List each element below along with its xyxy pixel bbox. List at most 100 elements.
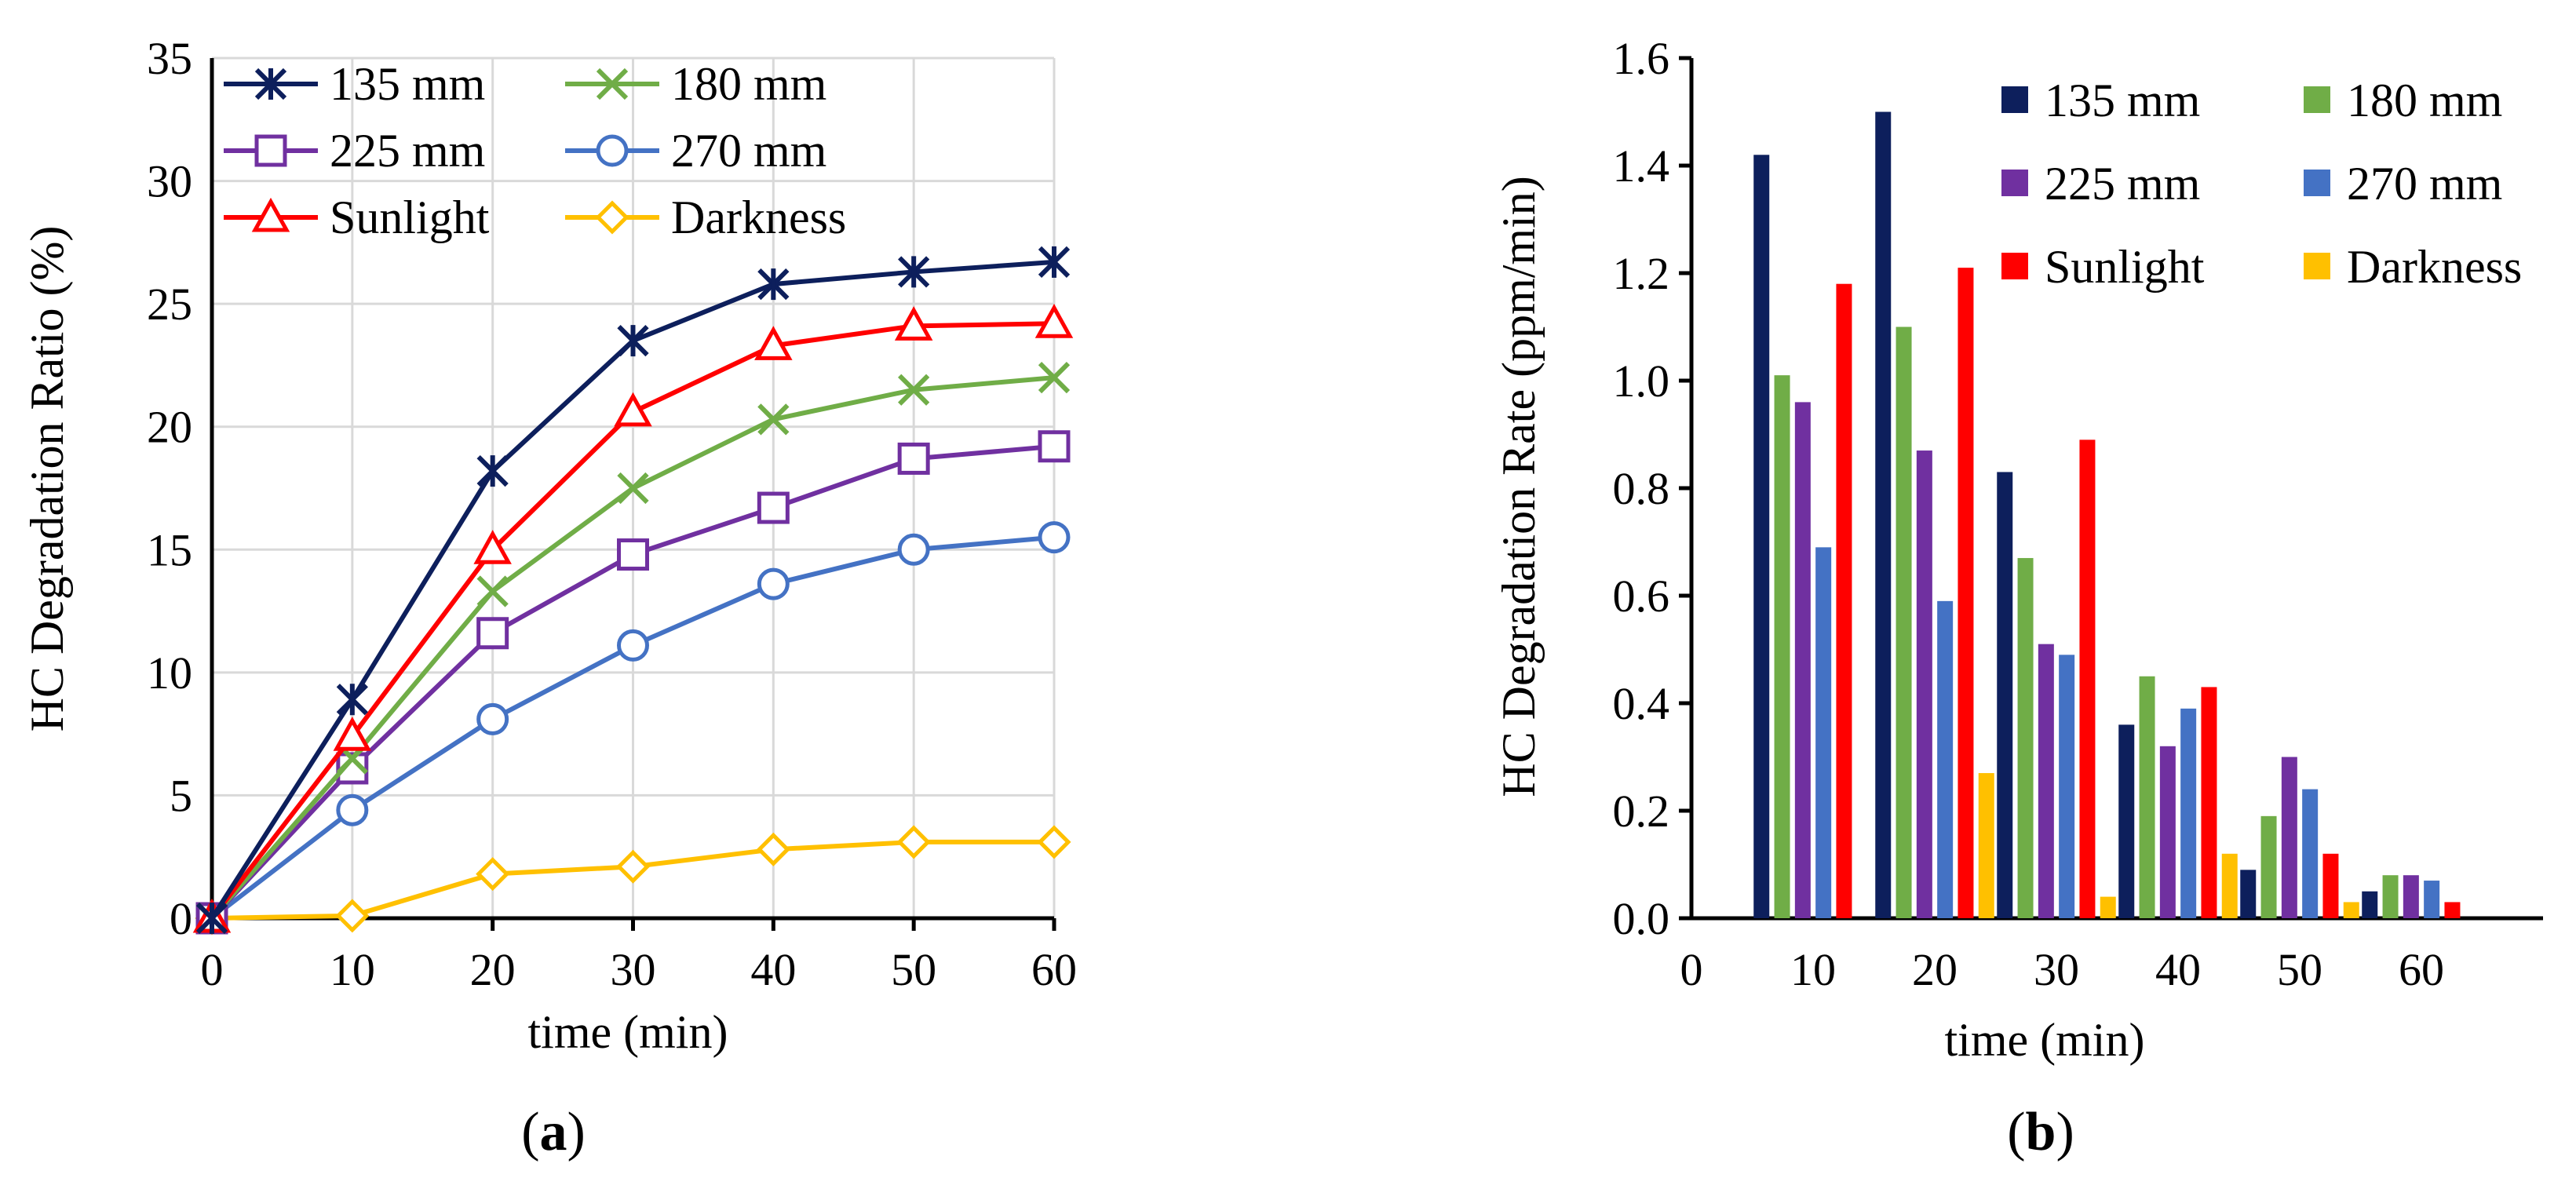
data-point-sunlight — [894, 306, 933, 341]
bar-270-mm-50-min — [2302, 789, 2319, 918]
panel-b-bar-chart: 0.0 0.2 0.4 0.6 0.8 1.0 1.2 1.4 1.6 0 10 20 30 40 50 60… — [1493, 33, 2543, 1162]
bar-180-mm-40-min — [2139, 676, 2155, 918]
panel-a-x-tick-label: 30 — [611, 944, 656, 995]
data-point-225-mm-shape — [757, 491, 790, 524]
legend-label-sunlight: Sunlight — [2045, 241, 2205, 293]
bar-180-mm-60-min — [2382, 875, 2399, 918]
panel-b-tick-labels: 0.0 0.2 0.4 0.6 0.8 1.0 1.2 1.4 1.6 0 10 20 30 40 50 60 — [1613, 33, 2445, 995]
data-point-darkness-shape — [476, 857, 510, 892]
panel-b-caption-close: ) — [2056, 1102, 2074, 1162]
data-point-135-mm — [336, 684, 368, 716]
data-point-270-mm — [757, 567, 790, 600]
legend-label-270-mm: 270 mm — [2347, 158, 2502, 210]
data-point-225-mm-shape — [897, 442, 930, 475]
bar-180-mm-10-min — [1774, 375, 1790, 918]
data-point-sunlight — [1034, 304, 1074, 338]
legend-marker-darkness-shape — [595, 200, 629, 235]
bar-135-mm-60-min — [2362, 891, 2378, 918]
bar-270-mm-10-min — [1815, 547, 1832, 918]
data-point-225-mm — [617, 538, 649, 571]
bar-180-mm-50-min — [2260, 815, 2277, 918]
legend-entry-sunlight: Sunlight — [224, 191, 490, 243]
legend-label-225-mm: 225 mm — [2045, 158, 2200, 210]
data-point-sunlight-shape — [614, 392, 652, 427]
data-point-225-mm — [1038, 430, 1071, 463]
legend-marker-270-mm-shape — [596, 134, 629, 167]
panel-a-x-tick-label: 20 — [470, 944, 516, 995]
data-point-180-mm-stroke-2 — [757, 403, 790, 436]
data-point-sunlight-shape — [333, 717, 372, 751]
panel-a-gridlines — [212, 57, 1056, 918]
panel-a-caption-letter: a — [540, 1102, 567, 1162]
data-point-180-mm — [1038, 361, 1071, 394]
data-point-darkness — [756, 832, 790, 866]
legend-marker-135-mm — [254, 67, 287, 100]
bar-270-mm-20-min — [1937, 600, 1954, 918]
legend-label-darkness: Darkness — [2347, 241, 2522, 293]
data-point-225-mm — [897, 442, 930, 475]
bar-135-mm-10-min — [1753, 155, 1770, 919]
data-point-135-mm — [195, 902, 228, 935]
data-point-sunlight — [614, 392, 652, 427]
panel-b-x-tick-label: 60 — [2399, 944, 2444, 995]
panel-b-x-tick-label: 20 — [1912, 944, 1958, 995]
bar-darkness-50-min — [2343, 902, 2359, 918]
bar-sunlight-20-min — [1958, 268, 1974, 918]
panel-a-y-tick-label: 15 — [147, 524, 192, 575]
panel-a-x-axis-label: time (min) — [528, 1006, 728, 1058]
bar-225-mm-50-min — [2281, 757, 2297, 918]
data-point-225-mm-shape — [617, 538, 649, 571]
legend-swatch-sunlight — [2001, 253, 2028, 279]
legend-label-270-mm: 270 mm — [671, 125, 826, 177]
bar-darkness-40-min — [2221, 853, 2238, 918]
data-point-darkness-shape — [615, 849, 651, 884]
panel-b-x-tick-label: 30 — [2034, 944, 2079, 995]
legend-swatch-180-mm — [2304, 86, 2330, 113]
bar-darkness-20-min — [1978, 773, 1994, 918]
panel-b-x-tick-label: 40 — [2155, 944, 2201, 995]
panel-a-x-tick-label: 60 — [1031, 944, 1077, 995]
panel-a-y-axis-label: HC Degradation Ratio (%) — [21, 226, 73, 732]
legend-label-darkness: Darkness — [671, 191, 846, 243]
legend-entry-135-mm: 135 mm — [2001, 75, 2200, 126]
data-point-darkness-shape — [335, 899, 370, 933]
panel-b-bars — [1753, 111, 2461, 919]
panel-a-y-tick-label: 25 — [147, 279, 192, 330]
data-point-270-mm — [336, 793, 369, 826]
bar-180-mm-30-min — [2017, 558, 2034, 918]
legend-marker-225-mm — [254, 134, 287, 167]
panel-a-caption: (a) — [521, 1102, 586, 1162]
data-point-180-mm-stroke-2 — [617, 472, 649, 505]
panel-b-axes — [1679, 56, 2543, 921]
data-point-sunlight-shape — [473, 530, 512, 564]
legend-entry-225-mm: 225 mm — [2001, 158, 2200, 210]
data-point-180-mm — [617, 472, 649, 505]
panel-b-y-axis-label: HC Degradation Rate (ppm/min) — [1493, 176, 1545, 797]
panel-b-y-tick-label: 1.0 — [1613, 356, 1670, 407]
data-point-180-mm-stroke-2 — [476, 575, 509, 607]
bar-180-mm-20-min — [1896, 326, 1912, 918]
legend-entry-135-mm: 135 mm — [224, 58, 485, 110]
data-point-270-mm-shape — [336, 793, 369, 826]
legend-marker-sunlight — [251, 197, 290, 232]
panel-a-caption-close: ) — [567, 1102, 586, 1162]
legend-label-135-mm: 135 mm — [330, 58, 485, 110]
legend-entry-darkness: Darkness — [565, 191, 846, 243]
data-point-225-mm-shape — [476, 617, 509, 650]
legend-entry-270-mm: 270 mm — [565, 125, 826, 177]
data-point-270-mm-shape — [757, 567, 790, 600]
panel-b-caption: (b) — [2007, 1102, 2074, 1162]
legend-label-180-mm: 180 mm — [671, 58, 826, 110]
panel-a-x-tick-label: 50 — [891, 944, 936, 995]
legend-entry-darkness: Darkness — [2304, 241, 2522, 293]
legend-marker-225-mm-shape — [254, 134, 287, 167]
legend-swatch-270-mm — [2304, 170, 2330, 196]
bar-darkness-30-min — [2100, 896, 2116, 918]
panel-a-x-tick-label: 10 — [330, 944, 375, 995]
bar-225-mm-30-min — [2038, 644, 2054, 918]
data-point-darkness-shape — [756, 832, 790, 866]
bar-135-mm-20-min — [1875, 111, 1892, 918]
data-point-sunlight-shape — [1034, 304, 1074, 338]
data-point-sunlight — [333, 717, 372, 751]
legend-swatch-225-mm — [2001, 170, 2028, 196]
